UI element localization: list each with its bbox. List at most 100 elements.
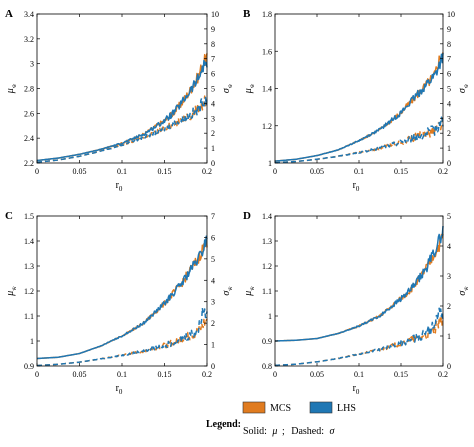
y-left-tick-label: 1 — [268, 159, 272, 168]
panel-d: 0 0.05 0.1 0.15 0.2 0.8 0.9 1 1.1 1.2 1.3 1.4 0 1 2 3 4 5… — [243, 210, 470, 396]
y-right-tick-label: 10 — [211, 10, 219, 19]
y-right-axis-label: σw̄ — [457, 286, 470, 296]
y-right-tick-label: 5 — [211, 85, 215, 94]
series-mcs-mean-line — [274, 233, 444, 342]
legend-title: Legend: — [206, 419, 241, 430]
x-tick-label: 0.05 — [310, 370, 324, 379]
y-right-tick-label: 4 — [211, 99, 215, 108]
plot-frame — [36, 13, 208, 164]
y-right-tick-label: 9 — [447, 25, 451, 34]
y-left-axis-label: μw̄ — [243, 286, 256, 297]
y-right-tick-label: 6 — [447, 70, 451, 79]
y-left-tick-label: 1.4 — [262, 85, 272, 94]
legend-mcs-label: MCS — [270, 403, 291, 414]
x-tick-label: 0.1 — [354, 167, 364, 176]
legend-solid-label: Solid: — [243, 426, 267, 437]
y-right-tick-label: 6 — [211, 70, 215, 79]
panel-label-a: A — [5, 8, 13, 20]
x-tick-label: 0.05 — [310, 167, 324, 176]
series-lhs-std-line — [274, 116, 444, 164]
y-left-tick-label: 1.3 — [24, 262, 34, 271]
y-right-tick-label: 1 — [447, 144, 451, 153]
y-left-tick-label: 1.8 — [262, 10, 272, 19]
y-left-tick-label: 1.2 — [262, 122, 272, 131]
x-axis-label: r0 — [353, 383, 360, 396]
legend-separator: ; — [282, 426, 285, 437]
y-right-tick-label: 10 — [447, 10, 455, 19]
y-left-axis-label: μw̄ — [5, 83, 18, 94]
x-tick-label: 0 — [35, 370, 39, 379]
y-left-tick-label: 1.4 — [24, 237, 34, 246]
y-right-axis-label: σw̄ — [221, 286, 234, 296]
x-tick-label: 0.05 — [73, 370, 87, 379]
y-left-tick-label: 1.1 — [262, 287, 272, 296]
y-left-tick-label: 1.4 — [262, 212, 272, 221]
y-left-tick-label: 1.6 — [262, 47, 272, 56]
y-right-tick-label: 5 — [211, 255, 215, 264]
x-tick-label: 0 — [35, 167, 39, 176]
y-right-tick-label: 9 — [211, 25, 215, 34]
y-left-axis-label: μw̄ — [243, 83, 256, 94]
y-right-tick-label: 2 — [447, 302, 451, 311]
series-lhs-mean-line — [274, 52, 444, 162]
x-axis-label: r0 — [116, 180, 123, 193]
y-left-tick-label: 1.1 — [24, 312, 34, 321]
legend-sigma-symbol: σ — [330, 426, 336, 437]
panel-label-b: B — [243, 8, 251, 20]
y-left-tick-label: 1.3 — [262, 237, 272, 246]
y-right-tick-label: 3 — [447, 114, 451, 123]
y-left-tick-label: 1.2 — [262, 262, 272, 271]
y-right-axis-label: σw̄ — [457, 83, 470, 93]
x-tick-label: 0.1 — [117, 370, 127, 379]
plot-frame — [36, 215, 208, 367]
y-left-tick-label: 2.6 — [24, 109, 34, 118]
y-left-tick-label: 0.9 — [262, 337, 272, 346]
series-mcs-mean-line — [274, 52, 444, 162]
x-tick-label: 0.15 — [394, 167, 408, 176]
series-mcs-std-line — [36, 318, 208, 367]
x-tick-label: 0.2 — [438, 167, 448, 176]
y-right-axis-label: σw̄ — [221, 83, 234, 93]
y-right-tick-label: 3 — [447, 272, 451, 281]
y-left-tick-label: 0.9 — [24, 362, 34, 371]
y-right-tick-label: 4 — [447, 99, 451, 108]
panel-a: 0 0.05 0.1 0.15 0.2 2.2 2.4 2.6 2.8 3 3.2 3.4 0 1 2 3 4 5… — [5, 8, 234, 193]
legend-lhs-label: LHS — [337, 403, 356, 414]
legend-line-note: Solid: μ ; Dashed: σ — [243, 426, 336, 437]
series-lhs-mean-line — [36, 235, 208, 360]
y-right-tick-label: 5 — [447, 212, 451, 221]
y-right-tick-label: 7 — [211, 212, 215, 221]
y-right-tick-label: 6 — [211, 233, 215, 242]
panel-label-c: C — [5, 210, 13, 222]
y-right-tick-label: 4 — [447, 242, 451, 251]
y-left-tick-label: 3.2 — [24, 35, 34, 44]
y-right-tick-label: 0 — [447, 362, 451, 371]
x-tick-label: 0.15 — [394, 370, 408, 379]
y-right-tick-label: 3 — [211, 298, 215, 307]
series-lhs-mean-line — [36, 59, 208, 162]
y-left-tick-label: 1 — [268, 312, 272, 321]
x-tick-label: 0.15 — [158, 370, 172, 379]
y-left-tick-label: 2.4 — [24, 134, 34, 143]
series-lhs-mean-line — [274, 225, 444, 342]
y-right-tick-label: 8 — [211, 40, 215, 49]
x-tick-label: 0 — [273, 370, 277, 379]
legend-mu-symbol: μ — [271, 426, 277, 437]
x-tick-label: 0.2 — [202, 370, 212, 379]
x-tick-label: 0.15 — [158, 167, 172, 176]
y-right-tick-label: 0 — [447, 159, 451, 168]
y-right-tick-label: 7 — [211, 55, 215, 64]
y-right-tick-label: 3 — [211, 114, 215, 123]
x-axis-label: r0 — [116, 383, 123, 396]
legend: Legend: MCS LHS Solid: μ ; Dashed: σ — [206, 401, 356, 437]
y-left-tick-label: 2.8 — [24, 85, 34, 94]
y-left-tick-label: 3 — [30, 60, 34, 69]
x-axis-label: r0 — [353, 180, 360, 193]
plot-frame — [274, 215, 444, 367]
series-lhs-std-line — [36, 307, 208, 367]
y-right-tick-label: 1 — [447, 332, 451, 341]
y-right-tick-label: 4 — [211, 276, 215, 285]
y-right-tick-label: 2 — [211, 319, 215, 328]
x-tick-label: 0.2 — [438, 370, 448, 379]
legend-lhs-swatch — [309, 401, 333, 414]
